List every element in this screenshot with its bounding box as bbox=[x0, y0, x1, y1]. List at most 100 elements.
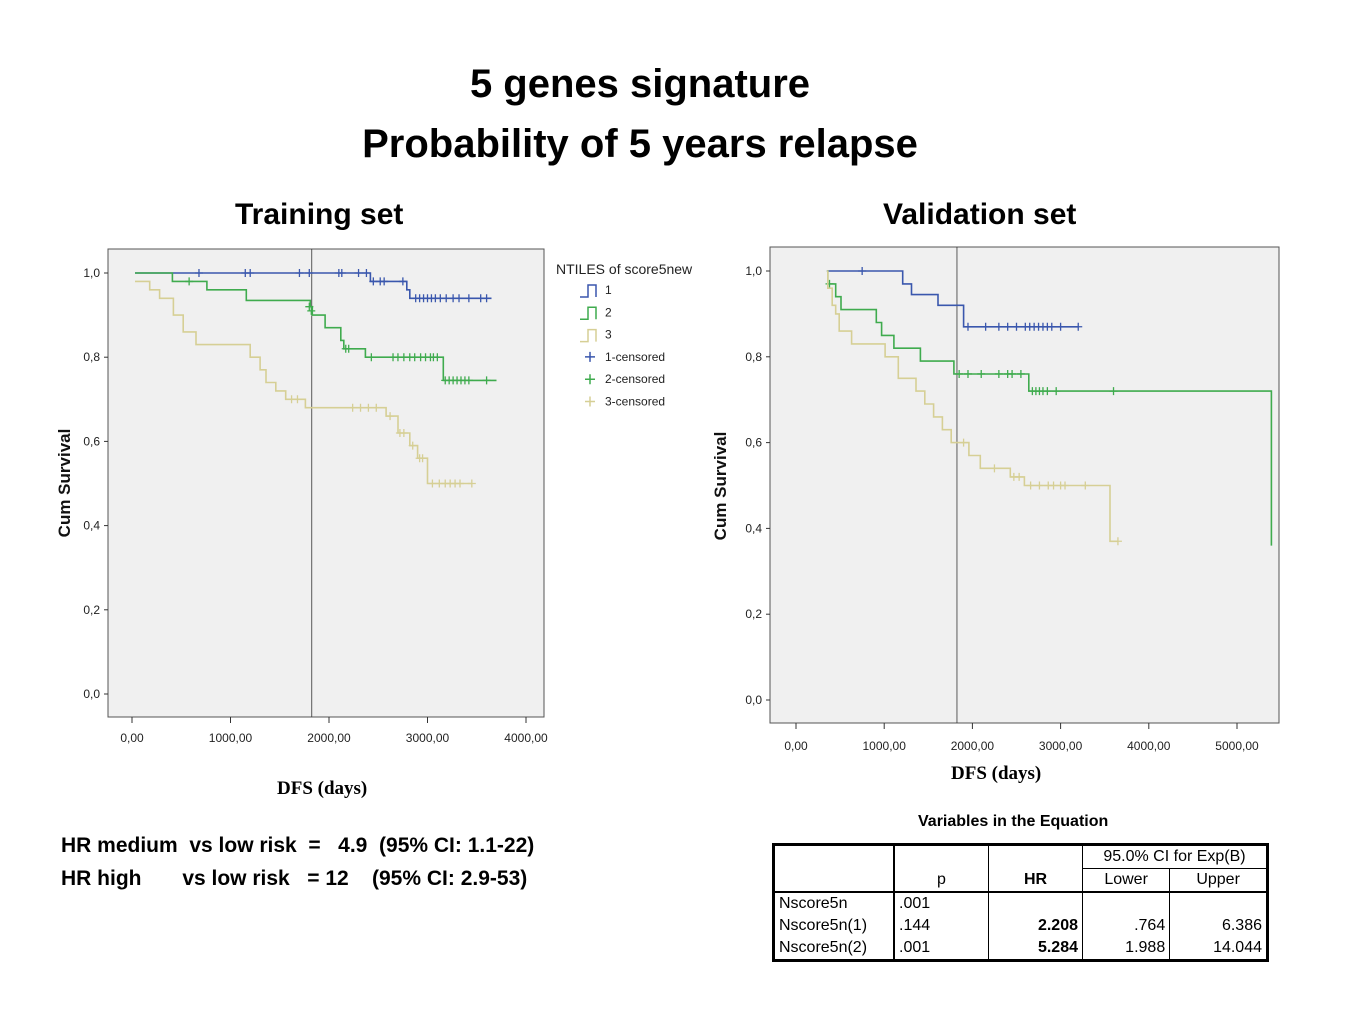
table-hr-blank bbox=[988, 844, 1083, 869]
training-panel-title: Training set bbox=[235, 198, 404, 231]
training-series-2-censor-mark bbox=[464, 376, 473, 385]
training-legend: NTILES of score5new 1 2 3 1-censored 2-censor… bbox=[556, 261, 693, 409]
row-label: Nscore5n bbox=[773, 892, 895, 915]
validation-series-1-censor-mark bbox=[981, 322, 990, 331]
training-series-1-censor-mark bbox=[295, 269, 304, 277]
training-series-2-line bbox=[135, 272, 497, 382]
table-header-row-2: p HR Lower Upper bbox=[773, 868, 1268, 892]
validation-series-2-censor-mark bbox=[1052, 387, 1061, 396]
validation-series-2-censor-mark bbox=[994, 369, 1003, 378]
validation-series-3-censor-mark bbox=[1049, 481, 1058, 490]
validation-series-2-censor-mark bbox=[1016, 369, 1025, 378]
legend-entry-label: 3-censored bbox=[605, 395, 665, 409]
validation-series-3-censor-mark bbox=[1061, 481, 1070, 490]
validation-y-tick-label: 0,8 bbox=[745, 350, 762, 364]
validation-series-1-censor-mark bbox=[1047, 322, 1056, 331]
training-series-1-censor-mark bbox=[464, 294, 473, 303]
training-series-1-censor-mark bbox=[354, 269, 363, 277]
training-series-3-censor-mark bbox=[467, 479, 476, 488]
table-corner-cell-2 bbox=[773, 868, 895, 892]
training-y-tick-label: 0,4 bbox=[83, 519, 100, 533]
validation-series-1-censor-mark bbox=[1074, 322, 1083, 331]
validation-series-3-line bbox=[826, 270, 1118, 543]
training-series-1-censor-mark bbox=[369, 277, 378, 286]
row-label: Nscore5n(1) bbox=[773, 915, 895, 937]
training-series-3-line bbox=[135, 280, 472, 485]
row-upper bbox=[1170, 892, 1268, 915]
validation-series-2-censor-mark bbox=[977, 369, 986, 378]
validation-series-1-censor-mark bbox=[1056, 322, 1065, 331]
table-ci-header: 95.0% CI for Exp(B) bbox=[1082, 844, 1268, 869]
training-x-tick-label: 1000,00 bbox=[209, 731, 253, 745]
row-p: .001 bbox=[894, 892, 989, 915]
validation-x-axis-label: DFS (days) bbox=[951, 763, 1042, 784]
training-series-1-censor-mark bbox=[380, 277, 389, 286]
validation-y-tick-label: 0,2 bbox=[745, 607, 762, 621]
validation-y-tick-label: 1,0 bbox=[745, 264, 762, 278]
validation-series-2-censor-mark bbox=[1008, 369, 1017, 378]
training-x-axis-label: DFS (days) bbox=[277, 778, 368, 799]
training-series-3-censor-mark bbox=[356, 403, 365, 412]
validation-series-2-censor-mark bbox=[825, 279, 834, 288]
row-lower: 1.988 bbox=[1082, 937, 1171, 961]
training-series-3-censor-mark bbox=[293, 395, 302, 404]
hr-medium-line: HR medium vs low risk = 4.9 (95% CI: 1.1… bbox=[61, 834, 535, 857]
training-series-1-censor-mark bbox=[442, 294, 451, 303]
validation-series-2-censor-mark bbox=[1109, 387, 1118, 396]
training-y-tick-label: 0,0 bbox=[83, 687, 100, 701]
training-y-tick-label: 0,8 bbox=[83, 350, 100, 364]
validation-series-2-censor-mark bbox=[963, 369, 972, 378]
validation-plot-group: 0,0 0,2 0,4 0,6 0,8 1,0 0,00 1000,00 2000,00 3000… bbox=[711, 246, 1280, 753]
legend-entry-label: 2 bbox=[605, 305, 612, 319]
validation-y-tick-label: 0,4 bbox=[745, 521, 762, 535]
legend-entry-label: 1 bbox=[605, 283, 612, 297]
training-series-3-censor-mark bbox=[348, 403, 357, 412]
training-series-1-censor-mark bbox=[337, 269, 346, 277]
legend-entry-label: 2-censored bbox=[605, 372, 665, 386]
row-label: Nscore5n(2) bbox=[773, 937, 895, 961]
row-hr bbox=[988, 892, 1083, 915]
legend-censor-icon bbox=[585, 374, 595, 385]
training-plot-group: 0,0 0,2 0,4 0,6 0,8 1,0 0,00 1000,00 2000,00 3000… bbox=[55, 248, 693, 745]
table-row: Nscore5n .001 bbox=[773, 892, 1268, 915]
training-y-tick-label: 1,0 bbox=[83, 266, 100, 280]
legend-step-icon bbox=[580, 328, 597, 343]
validation-series-1-censor-mark bbox=[1003, 322, 1012, 331]
validation-series-3-censor-mark bbox=[1035, 481, 1044, 490]
validation-panel-title: Validation set bbox=[883, 198, 1077, 231]
row-lower: .764 bbox=[1082, 915, 1171, 937]
validation-x-tick-label: 5000,00 bbox=[1215, 739, 1259, 753]
table-corner-cell bbox=[773, 844, 895, 869]
row-p: .144 bbox=[894, 915, 989, 937]
table-row: Nscore5n(1) .144 2.208 .764 6.386 bbox=[773, 915, 1268, 937]
training-series-2-censor-mark bbox=[367, 353, 376, 362]
validation-series-3-censor-mark bbox=[1113, 537, 1122, 546]
validation-series-1-censor-mark bbox=[963, 322, 972, 331]
legend-entry-label: 1-censored bbox=[605, 350, 665, 364]
validation-x-tick-label: 1000,00 bbox=[863, 739, 907, 753]
training-series-2-censor-mark bbox=[307, 306, 316, 315]
row-p: .001 bbox=[894, 937, 989, 961]
validation-series-2-censor-mark bbox=[1043, 387, 1052, 396]
validation-x-tick-label: 0,00 bbox=[784, 739, 808, 753]
training-plot-area bbox=[107, 248, 545, 718]
training-series-1-censor-mark bbox=[398, 277, 407, 286]
training-series-1-censor-mark bbox=[246, 269, 255, 277]
training-series-1-censor-mark bbox=[482, 294, 491, 303]
table-col-hr: HR bbox=[988, 868, 1083, 892]
training-series-2-censor-mark bbox=[305, 302, 314, 311]
validation-x-tick-label: 3000,00 bbox=[1039, 739, 1083, 753]
validation-series-3-censor-mark bbox=[1026, 481, 1035, 490]
legend-step-icon bbox=[580, 284, 597, 298]
training-series-2-censor-mark bbox=[482, 376, 491, 385]
table-row: Nscore5n(2) .001 5.284 1.988 14.044 bbox=[773, 937, 1268, 961]
training-series-3-censor-mark bbox=[364, 403, 373, 412]
validation-y-tick-label: 0,6 bbox=[745, 436, 762, 450]
table-col-lower: Lower bbox=[1082, 868, 1171, 892]
training-series-2-censor-mark bbox=[344, 344, 353, 353]
training-series-3-censor-mark bbox=[399, 428, 408, 437]
training-series-1-censor-mark bbox=[455, 294, 464, 303]
training-series-1-censor-mark bbox=[194, 269, 203, 277]
row-upper: 14.044 bbox=[1213, 939, 1262, 956]
